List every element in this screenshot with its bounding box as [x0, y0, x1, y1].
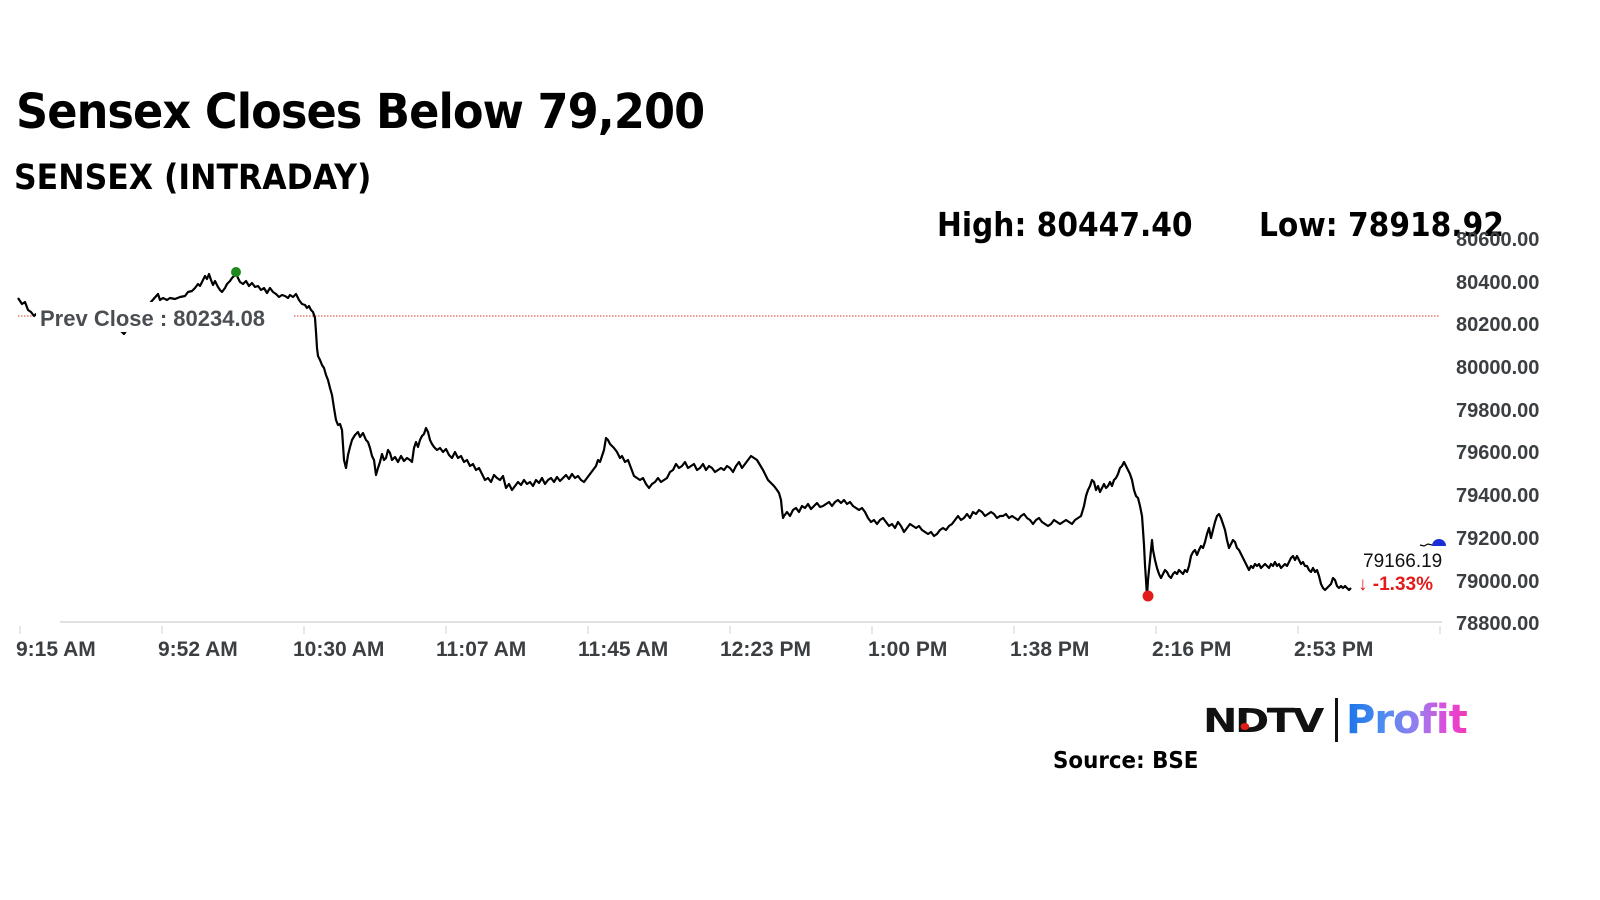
last-value-label: 79166.19: [1363, 551, 1442, 572]
x-tick-label: 1:00 PM: [868, 638, 947, 661]
y-tick-label: 80400.00: [1456, 272, 1539, 294]
ndtv-wordmark: NDTV: [1203, 701, 1353, 740]
logo-divider: [1335, 698, 1338, 742]
y-tick-label: 79800.00: [1456, 400, 1539, 422]
high-marker: [231, 267, 241, 277]
last-change-label: ↓ -1.33%: [1358, 574, 1433, 595]
last-marker: [1432, 539, 1446, 546]
x-tick-label: 10:30 AM: [293, 638, 384, 661]
chart-title: Sensex Closes Below 79,200: [16, 84, 705, 140]
x-tick-label: 1:38 PM: [1010, 638, 1089, 661]
ndtv-profit-logo: NDTV Profit: [1203, 694, 1468, 746]
y-tick-label: 79400.00: [1456, 485, 1539, 507]
ndtv-red-dot-icon: [1240, 722, 1250, 730]
sensex-price-line: [17, 271, 1352, 598]
x-tick-label: 11:45 AM: [578, 638, 668, 661]
y-tick-label: 80200.00: [1456, 314, 1539, 336]
x-tick-label: 11:07 AM: [436, 638, 526, 661]
y-tick-label: 80000.00: [1456, 357, 1539, 379]
prev-close-label: Prev Close : 80234.08: [40, 306, 265, 331]
x-tick-label: 2:53 PM: [1294, 638, 1373, 661]
source-label: Source: BSE: [1053, 748, 1199, 774]
y-tick-label: 79000.00: [1456, 571, 1539, 593]
x-tick-label: 9:52 AM: [158, 638, 238, 661]
y-tick-label: 78800.00: [1456, 613, 1539, 635]
y-tick-label: 79200.00: [1456, 528, 1539, 550]
y-tick-label: 80600.00: [1456, 229, 1539, 251]
high-stat: High: 80447.40: [937, 205, 1193, 244]
low-stat: Low: 78918.92: [1259, 205, 1504, 244]
x-axis: 9:15 AM 9:52 AM 10:30 AM 11:07 AM 11:45 …: [16, 621, 1442, 661]
y-axis: 80600.00 80400.00 80200.00 80000.00 7980…: [1456, 229, 1539, 635]
x-tick-label: 2:16 PM: [1152, 638, 1231, 661]
ndtv-text: NDTV: [1203, 700, 1324, 740]
profit-wordmark: Profit: [1346, 697, 1468, 743]
prev-close-label-bg: [36, 302, 294, 332]
y-tick-label: 79600.00: [1456, 442, 1539, 464]
chart-subtitle: SENSEX (INTRADAY): [14, 158, 372, 198]
x-tick-label: 9:15 AM: [16, 638, 96, 661]
low-marker: [1142, 590, 1154, 602]
sensex-price-line-tail: [1419, 543, 1433, 547]
x-tick-label: 12:23 PM: [720, 638, 811, 661]
